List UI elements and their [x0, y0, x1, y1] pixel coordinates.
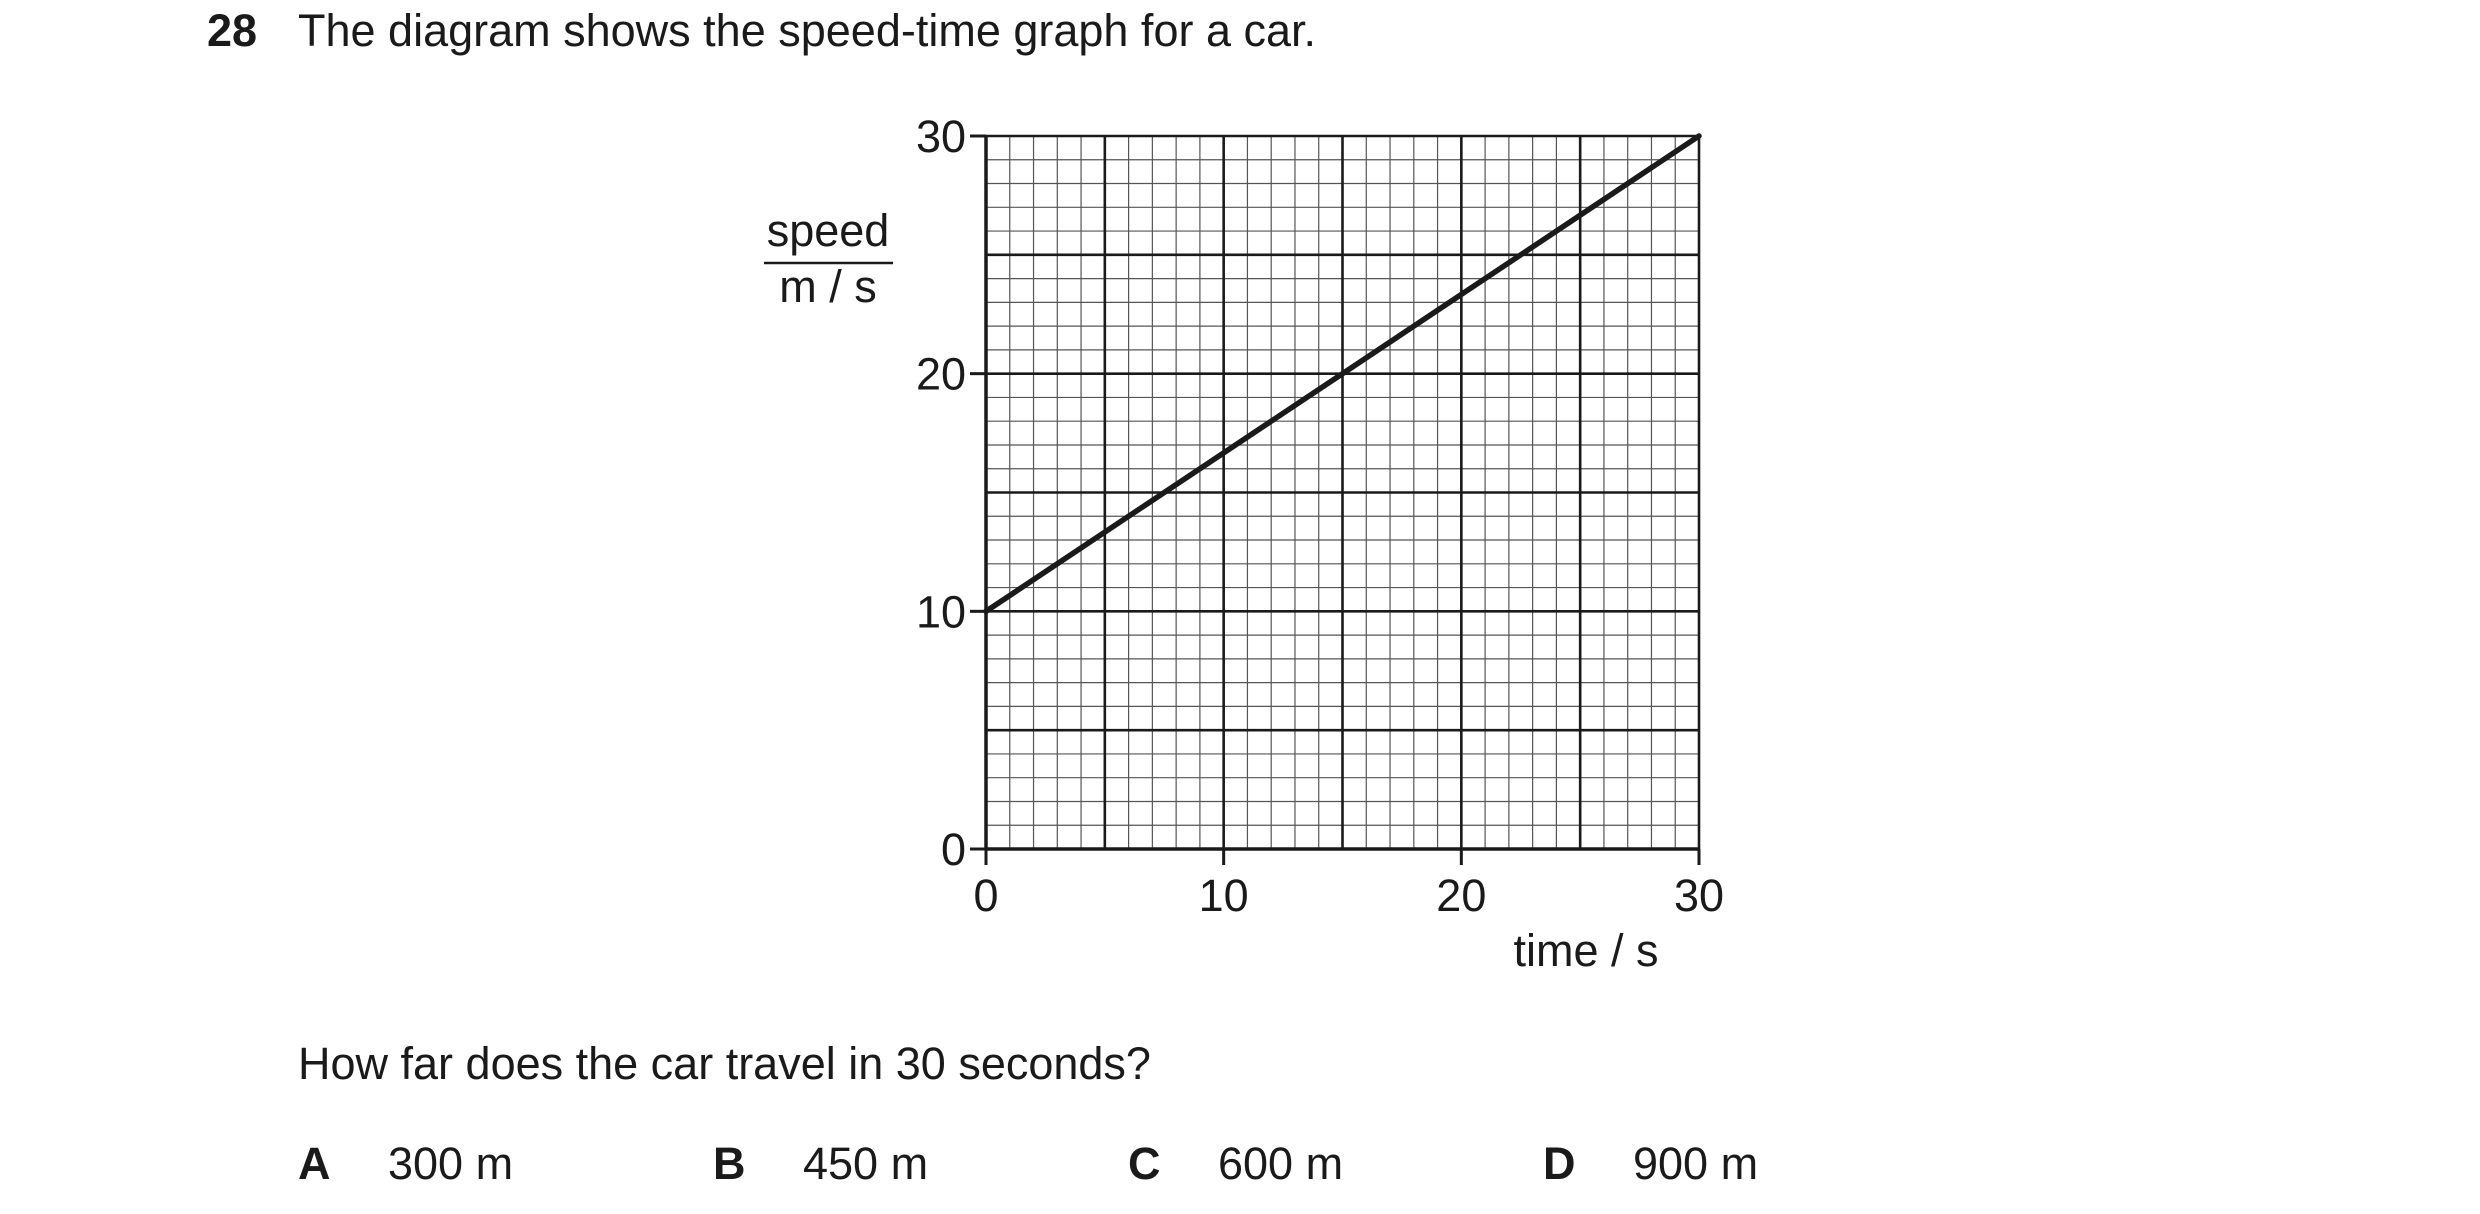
series	[983, 133, 1702, 615]
option-letter: C	[1128, 1138, 1161, 1189]
y-tick-label: 10	[916, 586, 966, 637]
option-value: 450 m	[803, 1138, 929, 1189]
question-text: The diagram shows the speed-time graph f…	[298, 5, 1317, 56]
x-axis-label: time / s	[1513, 925, 1658, 976]
option-b[interactable]: B 450 m	[713, 1138, 928, 1190]
x-tick-label: 10	[1199, 870, 1249, 921]
axes	[984, 136, 1699, 851]
sub-question: How far does the car travel in 30 second…	[298, 1038, 1151, 1089]
y-tick-label: 0	[941, 824, 966, 875]
option-d[interactable]: D 900 m	[1543, 1138, 1758, 1190]
y-axis-label-bottom: m / s	[779, 261, 877, 312]
y-tick-label: 20	[916, 349, 966, 400]
option-value: 300 m	[388, 1138, 514, 1189]
ticks: 0 10 20 30 0 10 20 30	[916, 111, 1724, 921]
option-letter: B	[713, 1138, 746, 1189]
grid-major	[984, 134, 1701, 851]
axis-labels: speed m / s time / s	[764, 205, 1659, 976]
option-value: 900 m	[1633, 1138, 1759, 1189]
x-tick-label: 0	[973, 870, 998, 921]
speed-time-chart: 0 10 20 30 0 10 20 30 speed m / s time / s	[764, 111, 1724, 976]
option-letter: A	[298, 1138, 331, 1189]
option-c[interactable]: C 600 m	[1128, 1138, 1343, 1190]
y-tick-label: 30	[916, 111, 966, 162]
y-axis-label-top: speed	[767, 205, 890, 256]
x-tick-label: 20	[1436, 870, 1486, 921]
option-a[interactable]: A 300 m	[298, 1138, 513, 1190]
question-number: 28	[207, 5, 258, 56]
x-tick-label: 30	[1674, 870, 1724, 921]
option-letter: D	[1543, 1138, 1576, 1189]
option-value: 600 m	[1218, 1138, 1344, 1189]
speed-line	[983, 133, 1702, 615]
